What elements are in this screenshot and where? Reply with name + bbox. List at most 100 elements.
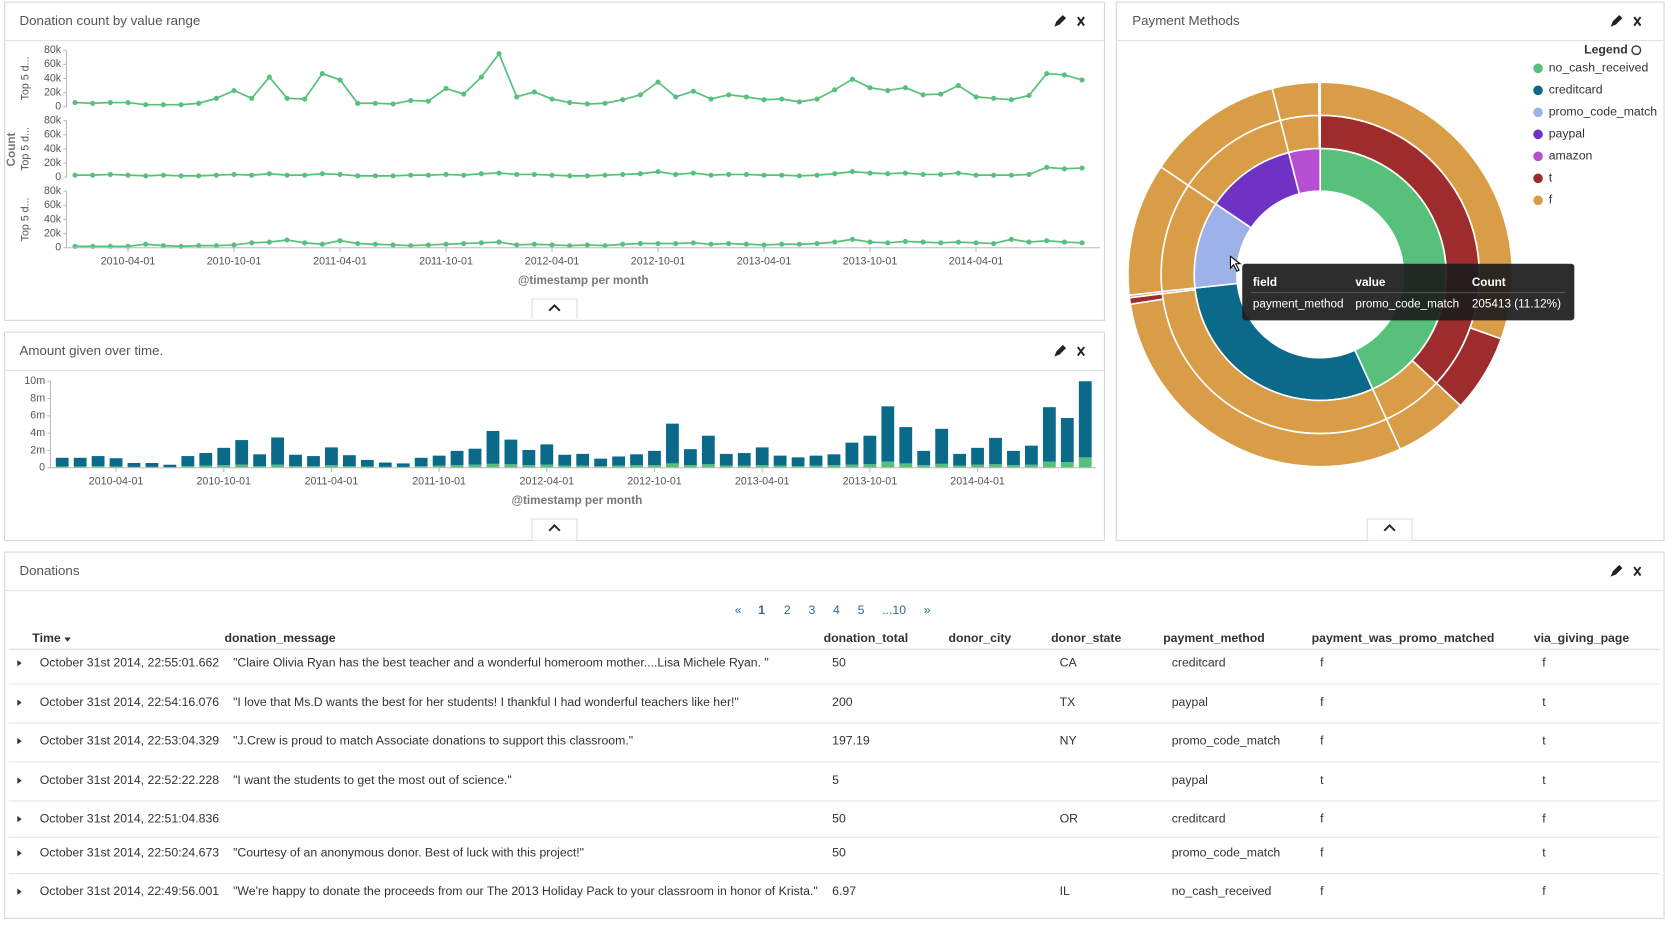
- bar-segment: [827, 454, 841, 466]
- row-expand-caret[interactable]: [17, 777, 22, 784]
- row-expand-caret[interactable]: [17, 850, 22, 857]
- pagination-link[interactable]: 3: [808, 603, 815, 617]
- line-point: [673, 171, 679, 178]
- column-header[interactable]: via_giving_page: [1534, 631, 1630, 645]
- column-header[interactable]: donor_city: [949, 631, 1012, 645]
- pagination-link[interactable]: 2: [784, 603, 791, 617]
- edit-icon[interactable]: [1610, 14, 1623, 27]
- legend-swatch[interactable]: [1533, 195, 1543, 206]
- legend-toggle-icon[interactable]: [1631, 45, 1642, 56]
- legend-swatch[interactable]: [1533, 173, 1543, 184]
- line-point: [726, 92, 732, 98]
- table-cell: 6.97: [832, 884, 856, 898]
- legend-label[interactable]: f: [1549, 193, 1553, 207]
- column-header[interactable]: donor_state: [1051, 631, 1121, 645]
- line-point: [1061, 239, 1067, 245]
- sunburst-slice[interactable]: [1271, 81, 1320, 122]
- column-header[interactable]: payment_was_promo_matched: [1312, 631, 1495, 645]
- legend-swatch[interactable]: [1533, 151, 1543, 162]
- y-axis-label: Top 5 d...: [20, 198, 32, 242]
- legend-swatch[interactable]: [1533, 129, 1543, 140]
- line-point: [938, 171, 944, 178]
- collapse-button[interactable]: [531, 298, 578, 319]
- edit-icon[interactable]: [1054, 14, 1067, 27]
- bar-segment: [396, 463, 410, 467]
- bar-segment: [719, 465, 733, 468]
- line-point: [796, 173, 802, 179]
- legend-label[interactable]: t: [1549, 171, 1553, 185]
- row-expand-caret[interactable]: [17, 659, 22, 667]
- tooltip-header: field: [1253, 276, 1277, 289]
- line-point: [213, 243, 219, 249]
- row-expand-caret[interactable]: [17, 737, 22, 745]
- bar-segment: [1060, 418, 1074, 463]
- line-point: [160, 172, 166, 178]
- close-icon[interactable]: [1633, 16, 1642, 27]
- table-cell: 50: [832, 811, 846, 825]
- tooltip-cell: payment_method: [1253, 297, 1344, 310]
- bar-segment: [989, 464, 1002, 468]
- line-point: [832, 239, 838, 245]
- x-tick-label: 2013-04-01: [737, 255, 792, 267]
- pagination-link[interactable]: 5: [858, 603, 865, 617]
- legend-swatch[interactable]: [1533, 107, 1543, 118]
- edit-icon[interactable]: [1054, 344, 1067, 357]
- line-point: [902, 170, 908, 176]
- pagination-link[interactable]: »: [924, 603, 931, 617]
- column-header[interactable]: Time: [32, 631, 61, 645]
- bar-segment: [683, 465, 697, 468]
- column-header[interactable]: donation_message: [225, 631, 336, 645]
- legend-label[interactable]: creditcard: [1549, 83, 1603, 97]
- line-point: [514, 94, 520, 100]
- line-point: [1026, 171, 1032, 178]
- pagination-link[interactable]: 4: [833, 603, 840, 617]
- y-tick-label: 80k: [44, 114, 62, 126]
- edit-icon[interactable]: [1610, 564, 1623, 577]
- line-point: [1079, 240, 1085, 246]
- bar-segment: [1078, 457, 1092, 468]
- legend-label[interactable]: no_cash_received: [1549, 61, 1649, 75]
- sunburst-slice[interactable]: [1318, 81, 1321, 117]
- collapse-button[interactable]: [1366, 518, 1413, 541]
- bar-segment: [450, 465, 464, 468]
- panel: [4, 551, 1665, 919]
- row-expand-caret[interactable]: [17, 888, 22, 895]
- y-tick-label: 40k: [44, 72, 62, 84]
- line-point: [107, 99, 113, 106]
- bar-segment: [55, 466, 69, 468]
- row-expand-caret[interactable]: [17, 815, 22, 823]
- legend-label[interactable]: paypal: [1549, 127, 1585, 141]
- column-header[interactable]: payment_method: [1163, 631, 1265, 645]
- bar-segment: [863, 464, 877, 468]
- legend-swatch[interactable]: [1533, 85, 1543, 96]
- row-expand-caret[interactable]: [17, 699, 22, 706]
- x-axis-label: @timestamp per month: [518, 274, 649, 287]
- table-cell: promo_code_match: [1172, 845, 1281, 859]
- line-point: [920, 171, 926, 178]
- bar-segment: [953, 465, 967, 468]
- sort-caret[interactable]: [64, 637, 71, 642]
- legend-swatch[interactable]: [1533, 63, 1543, 74]
- close-icon[interactable]: [1077, 16, 1085, 27]
- bar-segment: [342, 466, 356, 468]
- column-header[interactable]: donation_total: [824, 631, 909, 645]
- table-cell: IL: [1060, 884, 1070, 898]
- legend-title[interactable]: Legend: [1584, 42, 1628, 56]
- y-tick-label: 80k: [44, 44, 62, 56]
- line-point: [867, 239, 873, 245]
- bar-segment: [1024, 464, 1038, 468]
- legend-label[interactable]: amazon: [1549, 149, 1593, 163]
- sunburst-slice[interactable]: [1318, 114, 1321, 150]
- pagination-link[interactable]: «: [735, 603, 742, 617]
- bar-segment: [360, 459, 374, 467]
- close-icon[interactable]: [1633, 566, 1642, 577]
- pagination-link[interactable]: 1: [758, 603, 765, 617]
- close-icon[interactable]: [1077, 346, 1085, 357]
- legend-label[interactable]: promo_code_match: [1549, 105, 1658, 119]
- line-point: [867, 85, 873, 91]
- pagination-link[interactable]: ...10: [882, 603, 906, 617]
- line-point: [920, 92, 926, 98]
- collapse-button[interactable]: [531, 518, 578, 541]
- y-tick-label: 4m: [30, 427, 45, 439]
- line-point: [1008, 172, 1014, 178]
